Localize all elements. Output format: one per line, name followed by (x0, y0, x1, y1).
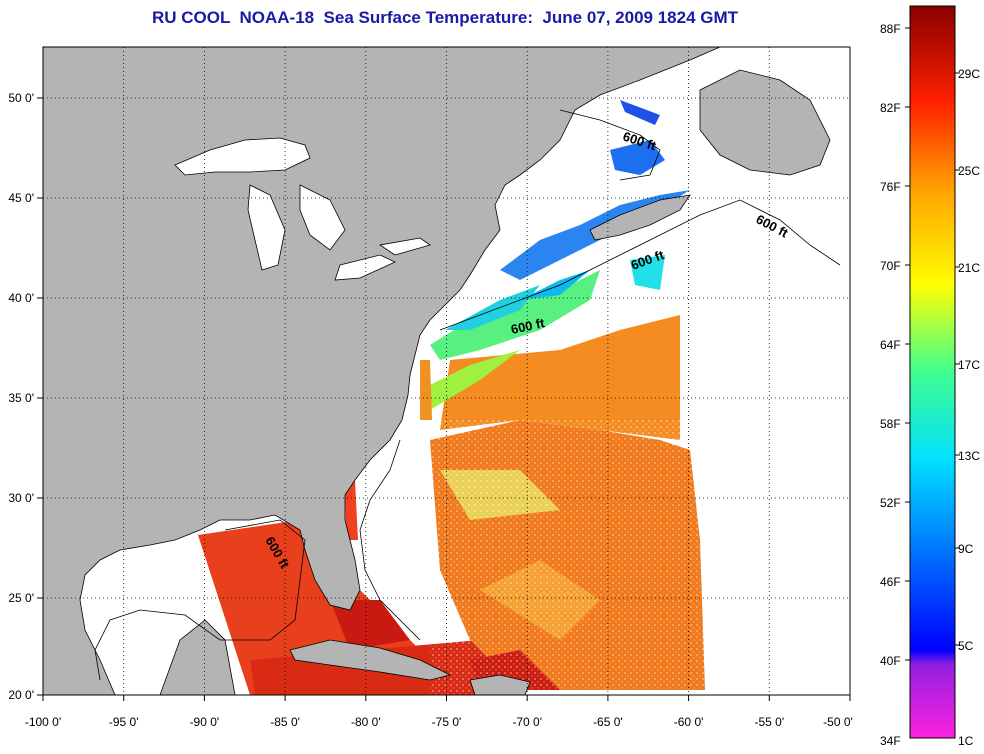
colorbar-f-label: 88F (880, 22, 901, 36)
lat-tick-label: 25 0' (8, 591, 34, 605)
colorbar-c-label: 1C (958, 734, 974, 748)
land-layer (43, 47, 831, 695)
map-frame-ticks (37, 97, 851, 701)
longitude-axis: -100 0' -95 0' -90 0' -85 0' -80 0' -75 … (25, 715, 853, 729)
colorbar-c-label: 9C (958, 542, 974, 556)
lakes-layer (174, 137, 431, 281)
lat-tick-label: 30 0' (8, 491, 34, 505)
isobath-600ft (94, 109, 841, 681)
colorbar-f-label: 64F (880, 338, 901, 352)
lon-tick-label: -80 0' (351, 715, 381, 729)
colorbar: 88F 82F 76F 70F 64F 58F 52F 46F 40F 34F … (880, 5, 980, 748)
colorbar-c-label: 25C (958, 164, 980, 178)
lat-tick-label: 50 0' (8, 91, 34, 105)
latitude-axis: 50 0' 45 0' 40 0' 35 0' 30 0' 25 0' 20 0… (8, 91, 34, 702)
colorbar-f-label: 52F (880, 496, 901, 510)
lon-tick-label: -95 0' (109, 715, 139, 729)
isobath-label: 600 ft (510, 315, 547, 337)
graticule (43, 47, 850, 695)
colorbar-f-label: 34F (880, 734, 901, 748)
lat-tick-label: 40 0' (8, 291, 34, 305)
lat-tick-label: 45 0' (8, 191, 34, 205)
lon-tick-label: -85 0' (270, 715, 300, 729)
colorbar-f-label: 82F (880, 101, 901, 115)
lat-tick-label: 35 0' (8, 391, 34, 405)
lon-tick-label: -50 0' (823, 715, 853, 729)
colorbar-f-label: 70F (880, 259, 901, 273)
colorbar-c-label: 21C (958, 261, 980, 275)
colorbar-f-label: 76F (880, 180, 901, 194)
colorbar-gradient (909, 5, 956, 739)
lon-tick-label: -55 0' (754, 715, 784, 729)
lon-tick-label: -100 0' (25, 715, 61, 729)
lon-tick-label: -75 0' (432, 715, 462, 729)
lon-tick-label: -65 0' (593, 715, 623, 729)
colorbar-f-label: 40F (880, 654, 901, 668)
lat-tick-label: 20 0' (8, 688, 34, 702)
colorbar-f-label: 46F (880, 575, 901, 589)
lon-tick-label: -90 0' (190, 715, 220, 729)
lon-tick-label: -60 0' (674, 715, 704, 729)
colorbar-c-label: 5C (958, 639, 974, 653)
lon-tick-label: -70 0' (512, 715, 542, 729)
colorbar-f-label: 58F (880, 417, 901, 431)
colorbar-c-label: 29C (958, 67, 980, 81)
colorbar-c-label: 17C (958, 358, 980, 372)
map-title: RU COOL NOAA-18 Sea Surface Temperature:… (151, 8, 739, 27)
colorbar-c-label: 13C (958, 449, 980, 463)
